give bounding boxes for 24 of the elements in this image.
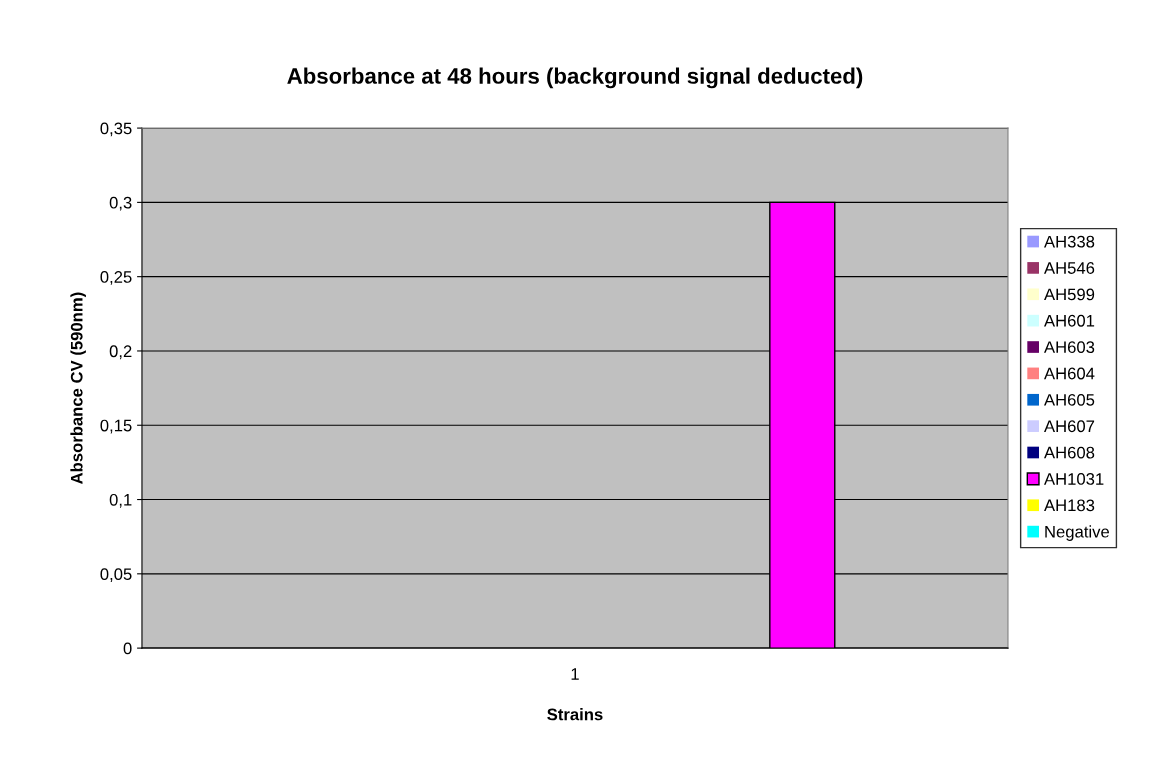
y-tick-label: 0,05 bbox=[100, 568, 132, 582]
legend-label: AH1031 bbox=[1044, 473, 1104, 485]
legend-label: AH607 bbox=[1044, 420, 1095, 433]
legend-label: AH599 bbox=[1044, 288, 1095, 301]
y-tick-label: 0,35 bbox=[100, 122, 132, 137]
legend-label: AH608 bbox=[1044, 446, 1095, 459]
legend-label: AH601 bbox=[1044, 314, 1095, 327]
y-tick-label: 0,15 bbox=[100, 419, 132, 434]
legend-label: AH546 bbox=[1044, 262, 1095, 274]
y-tick-label: 0 bbox=[123, 642, 132, 655]
y-tick-label: 0,25 bbox=[100, 271, 132, 285]
legend-label: AH338 bbox=[1044, 235, 1095, 248]
chart-title: Absorbance at 48 hours (background signal deducted) bbox=[287, 67, 863, 89]
x-axis-title: Strains bbox=[547, 708, 603, 721]
y-tick-label: 0,1 bbox=[109, 493, 132, 508]
legend-label: AH183 bbox=[1044, 499, 1095, 512]
x-tick-label: 1 bbox=[571, 668, 579, 680]
legend-label: Negative bbox=[1045, 525, 1110, 541]
legend-label: AH604 bbox=[1044, 367, 1095, 380]
y-axis-title: Absorbance CV (590nm) bbox=[70, 292, 86, 484]
y-tick-label: 0,2 bbox=[109, 345, 132, 360]
legend-label: AH603 bbox=[1044, 341, 1095, 354]
y-tick-label: 0,3 bbox=[109, 196, 132, 211]
legend-label: AH605 bbox=[1044, 393, 1095, 406]
